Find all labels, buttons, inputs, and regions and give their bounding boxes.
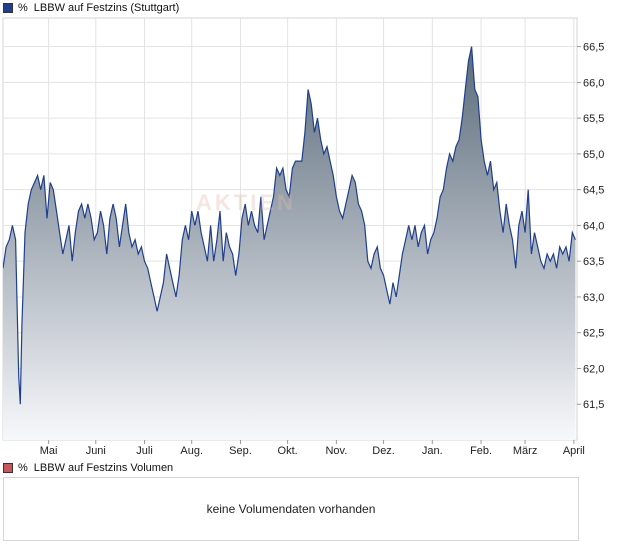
x-tick-label: März [513,445,537,457]
x-tick-label: Aug. [180,445,203,457]
price-legend-swatch [3,3,13,13]
y-tick-label: 62,5 [583,328,604,340]
x-tick-label: Juni [86,445,106,457]
y-tick-label: 66,0 [583,77,604,89]
x-tick-label: Okt. [278,445,298,457]
x-tick-label: Feb. [470,445,492,457]
price-line [3,46,576,405]
price-legend: % LBBW auf Festzins (Stuttgart) [3,1,179,15]
y-tick-label: 63,0 [583,292,604,304]
y-tick-label: 63,5 [583,256,604,268]
x-axis-ticks: Mai Juni Juli Aug. Sep. Okt. Nov. Dez. Jan. Feb. M… [40,440,585,457]
volume-legend-label: LBBW auf Festzins Volumen [33,462,174,474]
price-area [3,46,576,440]
volume-legend-unit: % [18,462,28,474]
x-tick-label: Sep. [229,445,252,457]
x-tick-label: Jan. [422,445,443,457]
x-tick-label: Dez. [372,445,395,457]
x-tick-label: Mai [40,445,58,457]
x-tick-label: April [563,445,585,457]
y-tick-label: 62,0 [583,363,604,375]
price-legend-unit: % [18,2,28,14]
volume-panel: keine Volumendaten vorhanden [3,477,579,541]
price-legend-label: LBBW auf Festzins (Stuttgart) [33,2,180,14]
y-tick-label: 65,5 [583,113,604,125]
y-tick-label: 64,5 [583,185,604,197]
y-tick-label: 66,5 [583,42,604,54]
y-tick-label: 61,5 [583,399,604,411]
volume-legend-swatch [3,463,13,473]
volume-legend: % LBBW auf Festzins Volumen [3,461,173,475]
y-tick-label: 64,0 [583,220,604,232]
y-axis-ticks: 66,5 66,0 65,5 65,0 64,5 64,0 63,5 63,0 62,5 62,0… [577,42,604,411]
x-tick-label: Juli [136,445,153,457]
x-tick-label: Nov. [325,445,347,457]
volume-empty-message: keine Volumendaten vorhanden [206,502,376,516]
y-tick-label: 65,0 [583,149,604,161]
watermark-logo: AKTIEN [196,190,296,215]
